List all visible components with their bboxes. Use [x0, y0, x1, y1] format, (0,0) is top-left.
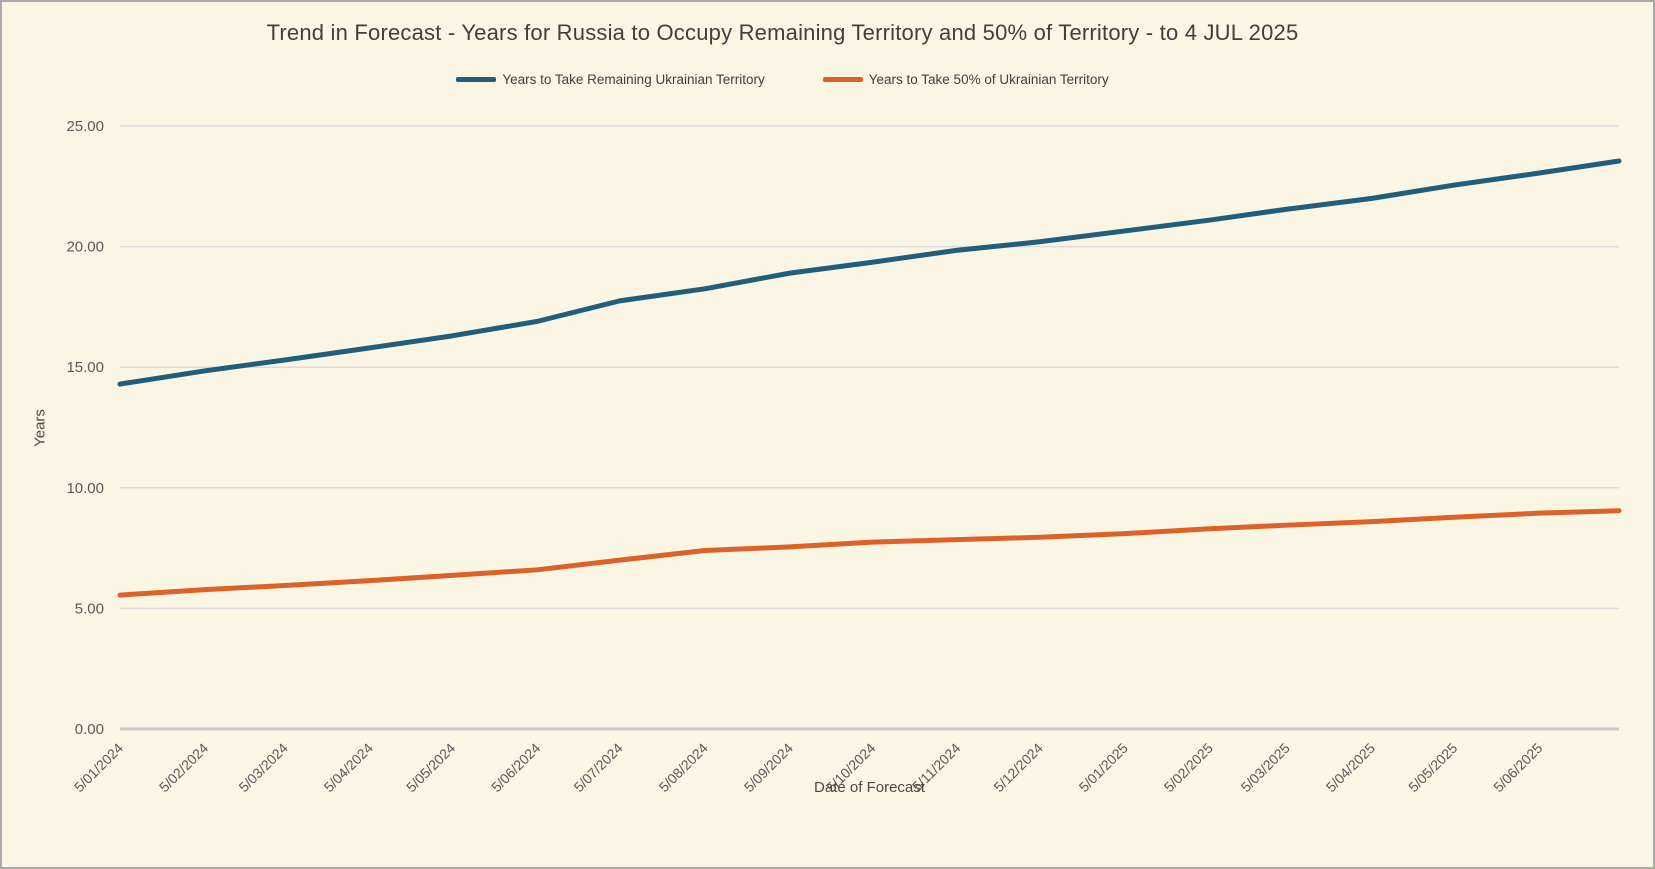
y-tick-label: 20.00 — [66, 239, 104, 256]
x-axis-title: Date of Forecast — [814, 779, 925, 796]
legend-item-remaining-territory[interactable]: Years to Take Remaining Ukrainian Territ… — [456, 72, 765, 87]
y-tick-label: 15.00 — [66, 359, 104, 376]
legend-label-50pct-territory: Years to Take 50% of Ukrainian Territory — [868, 72, 1109, 87]
y-axis-title: Years — [31, 409, 49, 447]
legend: Years to Take Remaining Ukrainian Territ… — [2, 72, 1653, 87]
y-tick-label: 10.00 — [66, 480, 104, 497]
legend-label-remaining-territory: Years to Take Remaining Ukrainian Territ… — [502, 72, 765, 87]
x-tick-label: 5/01/2024 — [71, 740, 127, 796]
series-swatch-remaining-territory — [456, 77, 497, 82]
series-swatch-50pct-territory — [822, 77, 863, 82]
series-line-50pct-territory[interactable] — [117, 508, 1622, 598]
chart-title: Trend in Forecast - Years for Russia to … — [266, 20, 1299, 45]
series-line-remaining-territory[interactable] — [117, 158, 1622, 387]
y-tick-label: 25.00 — [66, 118, 104, 135]
y-tick-label: 5.00 — [75, 600, 104, 617]
y-tick-label: 0.00 — [75, 721, 104, 738]
legend-item-50pct-territory[interactable]: Years to Take 50% of Ukrainian Territory — [822, 72, 1109, 87]
